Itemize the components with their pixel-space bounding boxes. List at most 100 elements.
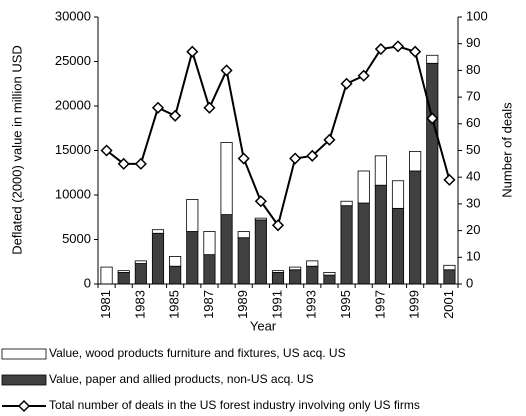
bar [357, 170, 370, 204]
bar [203, 231, 216, 256]
bar [271, 270, 285, 273]
x-axis-label: Year [250, 318, 277, 333]
y2-axis-label: Number of deals [499, 102, 514, 198]
y2-tick-label: 80 [466, 62, 480, 77]
bar [323, 272, 336, 276]
bar [169, 256, 182, 267]
marker [100, 144, 113, 157]
bar [340, 200, 353, 207]
x-tick-label: 1993 [304, 290, 319, 319]
y-tick-label: 10000 [55, 186, 91, 201]
x-tick-label: 1987 [201, 290, 216, 319]
bar [306, 265, 319, 285]
bar [271, 272, 285, 285]
bar [237, 231, 250, 239]
marker [237, 152, 250, 165]
y2-tick-label: 60 [466, 115, 480, 130]
marker [323, 133, 336, 146]
bar [151, 232, 165, 285]
x-tick-label: 1991 [269, 290, 284, 319]
bar [186, 231, 199, 285]
bar [289, 269, 302, 285]
legend-marker [17, 399, 31, 413]
y2-tick-label: 0 [466, 275, 473, 290]
marker [117, 157, 130, 170]
y-tick-label: 5000 [62, 231, 91, 246]
y-tick-label: 20000 [55, 97, 91, 112]
y-tick-label: 30000 [55, 8, 91, 23]
marker [254, 195, 267, 208]
x-tick-label: 1999 [407, 290, 422, 319]
y-axis-label: Deflated (2000) value in million USD [9, 45, 24, 255]
marker [289, 152, 302, 165]
marker [391, 40, 405, 53]
marker [426, 112, 439, 125]
marker [443, 173, 456, 186]
bar [391, 180, 405, 209]
bar [391, 207, 405, 285]
x-tick-label: 1997 [372, 290, 387, 319]
marker [169, 109, 182, 122]
bar [186, 199, 199, 232]
bar [426, 62, 439, 285]
bar [323, 274, 336, 285]
bar [443, 264, 456, 271]
marker [409, 45, 422, 58]
bar [254, 219, 267, 285]
marker [220, 64, 233, 77]
y2-tick-label: 40 [466, 169, 480, 184]
bar [203, 254, 216, 285]
y2-tick-label: 50 [466, 142, 480, 157]
y2-tick-label: 90 [466, 35, 480, 50]
bar [117, 270, 130, 273]
legend-label: Value, paper and allied products, non-US… [49, 372, 314, 386]
bar [134, 263, 147, 285]
y-tick-label: 25000 [55, 53, 91, 68]
bar [357, 202, 370, 285]
marker [306, 149, 319, 162]
bar [220, 142, 233, 215]
legend-swatch [1, 374, 47, 386]
bar [237, 237, 250, 285]
y2-tick-label: 10 [466, 249, 480, 264]
y-tick-label: 15000 [55, 142, 91, 157]
bar [134, 260, 147, 264]
bar [254, 217, 267, 221]
bar [117, 272, 130, 285]
bar [426, 54, 439, 64]
marker [340, 77, 353, 90]
bar [340, 205, 353, 285]
marker [357, 69, 370, 82]
x-tick-label: 1981 [98, 290, 113, 319]
x-tick-label: 1995 [338, 290, 353, 319]
x-tick-label: 1985 [167, 290, 182, 319]
bar [289, 266, 302, 271]
x-tick-label: 1983 [132, 290, 147, 319]
bar [169, 265, 182, 285]
bar [151, 229, 165, 234]
marker [134, 157, 147, 170]
x-tick-label: 1989 [235, 290, 250, 319]
marker [151, 101, 165, 114]
bar [374, 155, 387, 186]
bar [220, 214, 233, 285]
y-tick-label: 0 [84, 275, 91, 290]
y2-tick-label: 30 [466, 195, 480, 210]
y2-tick-label: 20 [466, 222, 480, 237]
marker [203, 101, 216, 114]
y2-tick-label: 100 [466, 8, 488, 23]
bar [306, 260, 319, 267]
legend-swatch [1, 348, 47, 360]
marker [374, 42, 387, 56]
y2-tick-label: 70 [466, 89, 480, 104]
bar [409, 150, 422, 172]
bar [100, 266, 113, 285]
marker [271, 219, 285, 232]
legend-label: Total number of deals in the US forest i… [49, 398, 420, 412]
x-tick-label: 2001 [441, 290, 456, 319]
bar [443, 269, 456, 285]
bar [409, 170, 422, 285]
legend-label: Value, wood products furniture and fixtu… [49, 346, 346, 360]
bar [374, 184, 387, 285]
